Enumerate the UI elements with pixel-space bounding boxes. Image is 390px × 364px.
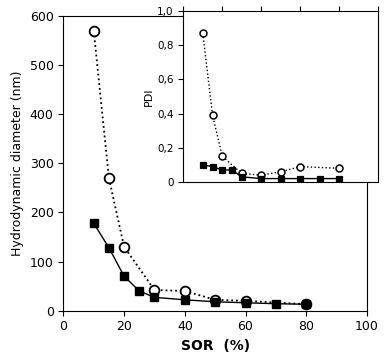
X-axis label: SOR  (%): SOR (%) [181,339,250,353]
Y-axis label: PDI: PDI [144,87,154,106]
Y-axis label: Hydrodynamic diameter (nm): Hydrodynamic diameter (nm) [11,71,24,256]
